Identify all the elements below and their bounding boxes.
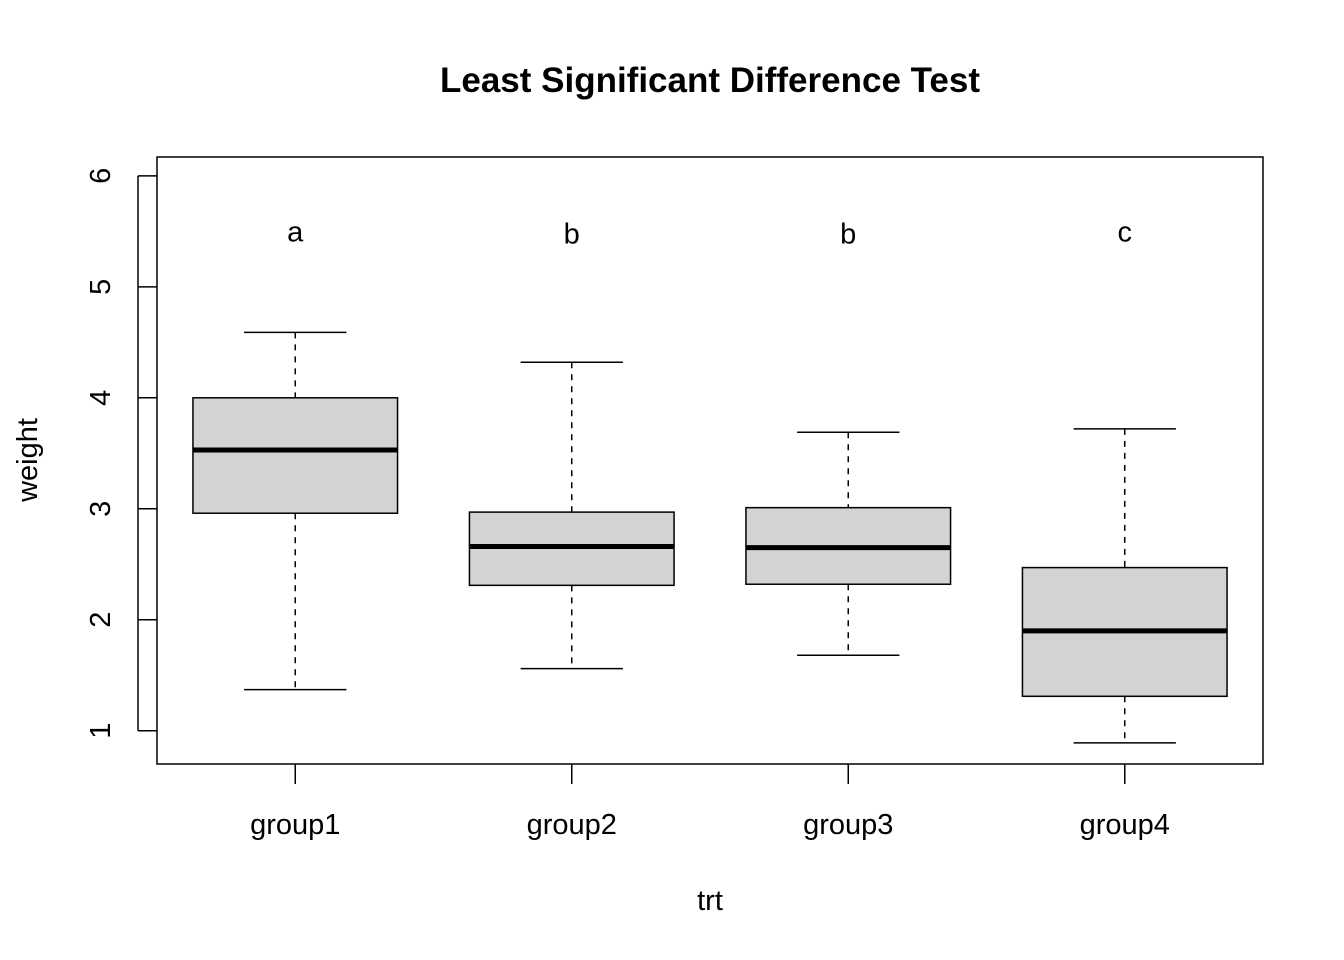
y-tick-label-2: 3 xyxy=(85,501,117,517)
boxes-layer xyxy=(192,331,1228,744)
group-letter-group1: a xyxy=(287,216,304,248)
y-tick-label-5: 6 xyxy=(85,168,117,184)
box-group2 xyxy=(468,361,675,670)
x-tick-label-0: group1 xyxy=(250,809,340,841)
y-tick-label-0: 1 xyxy=(85,723,117,739)
x-tick-label-3: group4 xyxy=(1080,809,1170,841)
chart-title: Least Significant Difference Test xyxy=(440,61,980,100)
y-axis: 1 2 3 4 5 6 xyxy=(85,168,157,739)
y-axis-label: weight xyxy=(12,418,44,503)
y-tick-label-4: 5 xyxy=(85,279,117,295)
x-axis: group1 group2 group3 group4 xyxy=(250,764,1170,841)
x-tick-label-2: group3 xyxy=(803,809,893,841)
plot-frame xyxy=(156,156,1264,765)
box-group1 xyxy=(192,331,399,691)
y-tick-label-3: 4 xyxy=(85,390,117,406)
iqr-box xyxy=(192,397,399,514)
x-axis-label: trt xyxy=(697,885,723,917)
x-tick-label-1: group2 xyxy=(527,809,617,841)
group-letter-group3: b xyxy=(840,219,856,251)
box-group4 xyxy=(1021,428,1228,744)
group-letter-group2: b xyxy=(564,219,580,251)
y-tick-label-1: 2 xyxy=(85,612,117,628)
group-letter-group4: c xyxy=(1118,216,1133,248)
box-group3 xyxy=(745,431,952,657)
